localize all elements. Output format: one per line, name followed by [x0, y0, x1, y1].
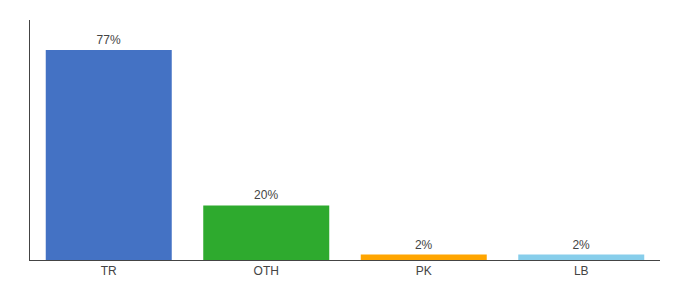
svg-text:2%: 2%: [415, 238, 433, 252]
svg-text:77%: 77%: [97, 33, 121, 47]
svg-text:20%: 20%: [254, 188, 278, 202]
svg-text:PK: PK: [416, 264, 432, 278]
svg-text:OTH: OTH: [254, 264, 279, 278]
svg-text:LB: LB: [574, 264, 589, 278]
svg-text:TR: TR: [101, 264, 117, 278]
svg-text:2%: 2%: [572, 238, 590, 252]
